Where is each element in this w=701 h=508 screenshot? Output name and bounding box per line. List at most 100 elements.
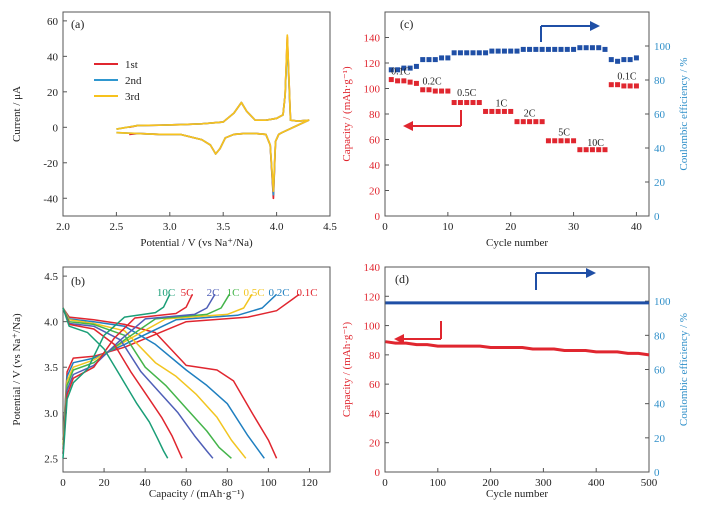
c-efficiency-point [413,63,419,69]
c-capacity-point [558,138,564,144]
d-y-tick-label: 80 [369,350,381,362]
b-discharge-2C [62,307,214,459]
c-capacity-point [608,82,614,88]
a-x-tick-label: 2.0 [56,221,70,233]
c-capacity-point [483,108,489,114]
c-capacity-point [596,147,602,153]
c-efficiency-point [545,46,551,52]
c-efficiency-point [514,48,520,54]
c-x-tick-label: 20 [505,221,517,233]
a-y-tick-label: -40 [43,193,58,205]
d-y2-tick-label: 60 [654,365,666,377]
b-charge-0.2C [62,293,278,441]
c-capacity-point [495,108,501,114]
c-capacity-point [508,108,514,114]
c-y-tick-label: 100 [364,84,381,96]
d-y-tick-label: 100 [364,321,381,333]
c-y-tick-label: 60 [369,135,381,147]
c-efficiency-point [451,50,457,56]
c-efficiency-point [527,46,533,52]
c-rate-label: 5C [558,128,570,139]
b-y-tick-label: 2.5 [44,453,58,465]
b-charge-5C [62,293,194,454]
c-y2-tick-label: 20 [654,177,666,189]
b-y-axis-label: Potential / V (vs Na⁺/Na) [11,313,23,426]
c-capacity-point [577,147,583,153]
c-panel: 0 10 20 30 40 0 20 40 60 80 100 120 140 0 20 40 60 80 100 (… [341,11,690,249]
d-y-tick-label: 120 [364,291,381,303]
c-capacity-point [533,119,539,125]
a-panel-label: (a) [71,17,84,31]
d-y-tick-label: 60 [369,379,381,391]
c-y2-tick-label: 80 [654,75,666,87]
c-y-tick-label: 20 [369,186,381,198]
a-x-tick-label: 3.0 [163,221,177,233]
c-efficiency-point [495,48,501,54]
c-capacity-point [545,138,551,144]
a-y-tick-label: 0 [53,122,59,134]
c-panel-label: (c) [400,17,413,31]
c-rate-label: 0.5C [457,88,477,99]
b-y-tick-label: 4.0 [44,317,58,329]
c-efficiency-point [589,45,595,51]
a-x-tick-label: 4.0 [270,221,284,233]
c-y-axis-label: Capacity / (mAh·g⁻¹) [341,66,353,162]
c-y-tick-label: 0 [375,211,381,223]
c-capacity-point [627,83,633,89]
c-efficiency-point [432,57,438,63]
b-rate-label-0.1C: 0.1C [296,287,317,299]
d-capacity-arrow-head [394,334,404,344]
d-y2-axis-label: Coulombic efficiency / % [678,313,690,426]
a-x-tick-label: 2.5 [110,221,124,233]
c-x-axis-label: Cycle number [486,237,548,249]
d-x-tick-label: 300 [535,477,552,489]
b-x-tick-label: 120 [301,477,318,489]
c-efficiency-point [445,55,451,61]
c-capacity-point [527,119,533,125]
c-efficiency-point [508,48,514,54]
d-y2-tick-label: 20 [654,433,666,445]
c-efficiency-point [489,48,495,54]
c-capacity-point [621,83,627,89]
c-efficiency-point [501,48,507,54]
a-x-tick-label: 3.5 [216,221,230,233]
a-series-2nd [116,41,310,196]
c-capacity-point [470,100,476,106]
a-legend-label-1st: 1st [125,59,138,71]
c-efficiency-point [615,58,621,64]
b-rate-label-10C: 10C [157,287,175,299]
c-y2-tick-label: 60 [654,109,666,121]
c-x-tick-label: 30 [568,221,580,233]
d-x-tick-label: 400 [588,477,605,489]
c-capacity-point [395,78,401,84]
d-x-tick-label: 200 [482,477,499,489]
c-rate-label: 0.1C [617,72,637,83]
c-y-tick-label: 120 [364,58,381,70]
c-efficiency-point [520,46,526,52]
c-efficiency-point [420,57,426,63]
d-y-axis-label: Capacity / (mAh·g⁻¹) [341,322,353,418]
c-x-tick-label: 40 [631,221,643,233]
d-y2-tick-label: 0 [654,467,660,479]
c-capacity-point [552,138,558,144]
c-capacity-point [571,138,577,144]
c-capacity-point [420,87,426,93]
c-plot-frame [384,11,650,217]
a-x-axis-label: Potential / V (vs Na⁺/Na) [140,237,253,249]
c-capacity-point [615,82,621,88]
c-efficiency-point [439,55,445,61]
d-y-tick-label: 40 [369,408,381,420]
c-rate-label: 0.2C [423,77,443,88]
b-y-tick-label: 3.5 [44,362,58,374]
c-capacity-point [520,119,526,125]
d-capacity-series [385,340,650,357]
c-capacity-point [439,88,445,94]
c-capacity-point [445,88,451,94]
c-x-tick-label: 0 [382,221,388,233]
b-rate-label-2C: 2C [207,287,220,299]
c-capacity-point [432,88,438,94]
c-capacity-point [589,147,595,153]
b-discharge-5C [62,307,183,459]
a-y-tick-label: 20 [47,87,59,99]
